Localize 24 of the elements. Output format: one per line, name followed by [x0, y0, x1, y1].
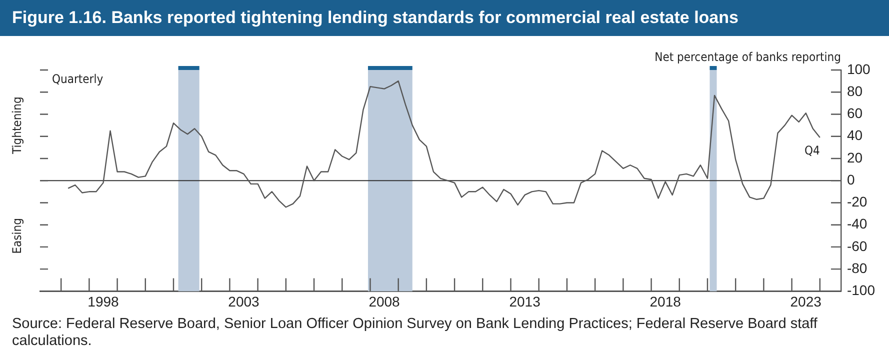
y-tick-label: -100 — [846, 282, 876, 298]
y-tick-label: -20 — [846, 194, 868, 210]
y-tick-label: 60 — [846, 105, 863, 122]
annotation: Quarterly — [52, 72, 104, 86]
y-tick-label: 100 — [846, 60, 871, 77]
y-tick-label: -40 — [846, 216, 868, 232]
x-tick-label: 2003 — [228, 293, 260, 310]
x-tick-label: 2008 — [368, 293, 400, 310]
y-tick-label: 40 — [846, 127, 863, 144]
x-tick-label: 2023 — [790, 293, 822, 310]
text: Easing — [10, 218, 24, 254]
y-tick-label: -80 — [846, 260, 868, 276]
y-tick-label: 80 — [846, 82, 863, 99]
x-tick-label: 2013 — [509, 293, 541, 310]
y-tick-label: -60 — [846, 238, 868, 254]
y-axis-title: Net percentage of banks reporting — [654, 50, 841, 64]
x-tick-label: 1998 — [88, 293, 120, 310]
y-tick-label: 20 — [846, 149, 863, 166]
text: Tightening — [10, 96, 24, 155]
annotation: Q4 — [804, 144, 820, 158]
source-note: Source: Federal Reserve Board, Senior Loan Officer Opinion Survey on Bank Lending Practices; Federal Reserve Board staff calculations. — [11, 315, 818, 350]
x-tick-label: 2018 — [650, 293, 682, 310]
chart-title: Figure 1.16. Banks reported tightening lending standards for commercial real estate loans — [0, 0, 889, 36]
y-tick-label: 0 — [846, 171, 855, 188]
